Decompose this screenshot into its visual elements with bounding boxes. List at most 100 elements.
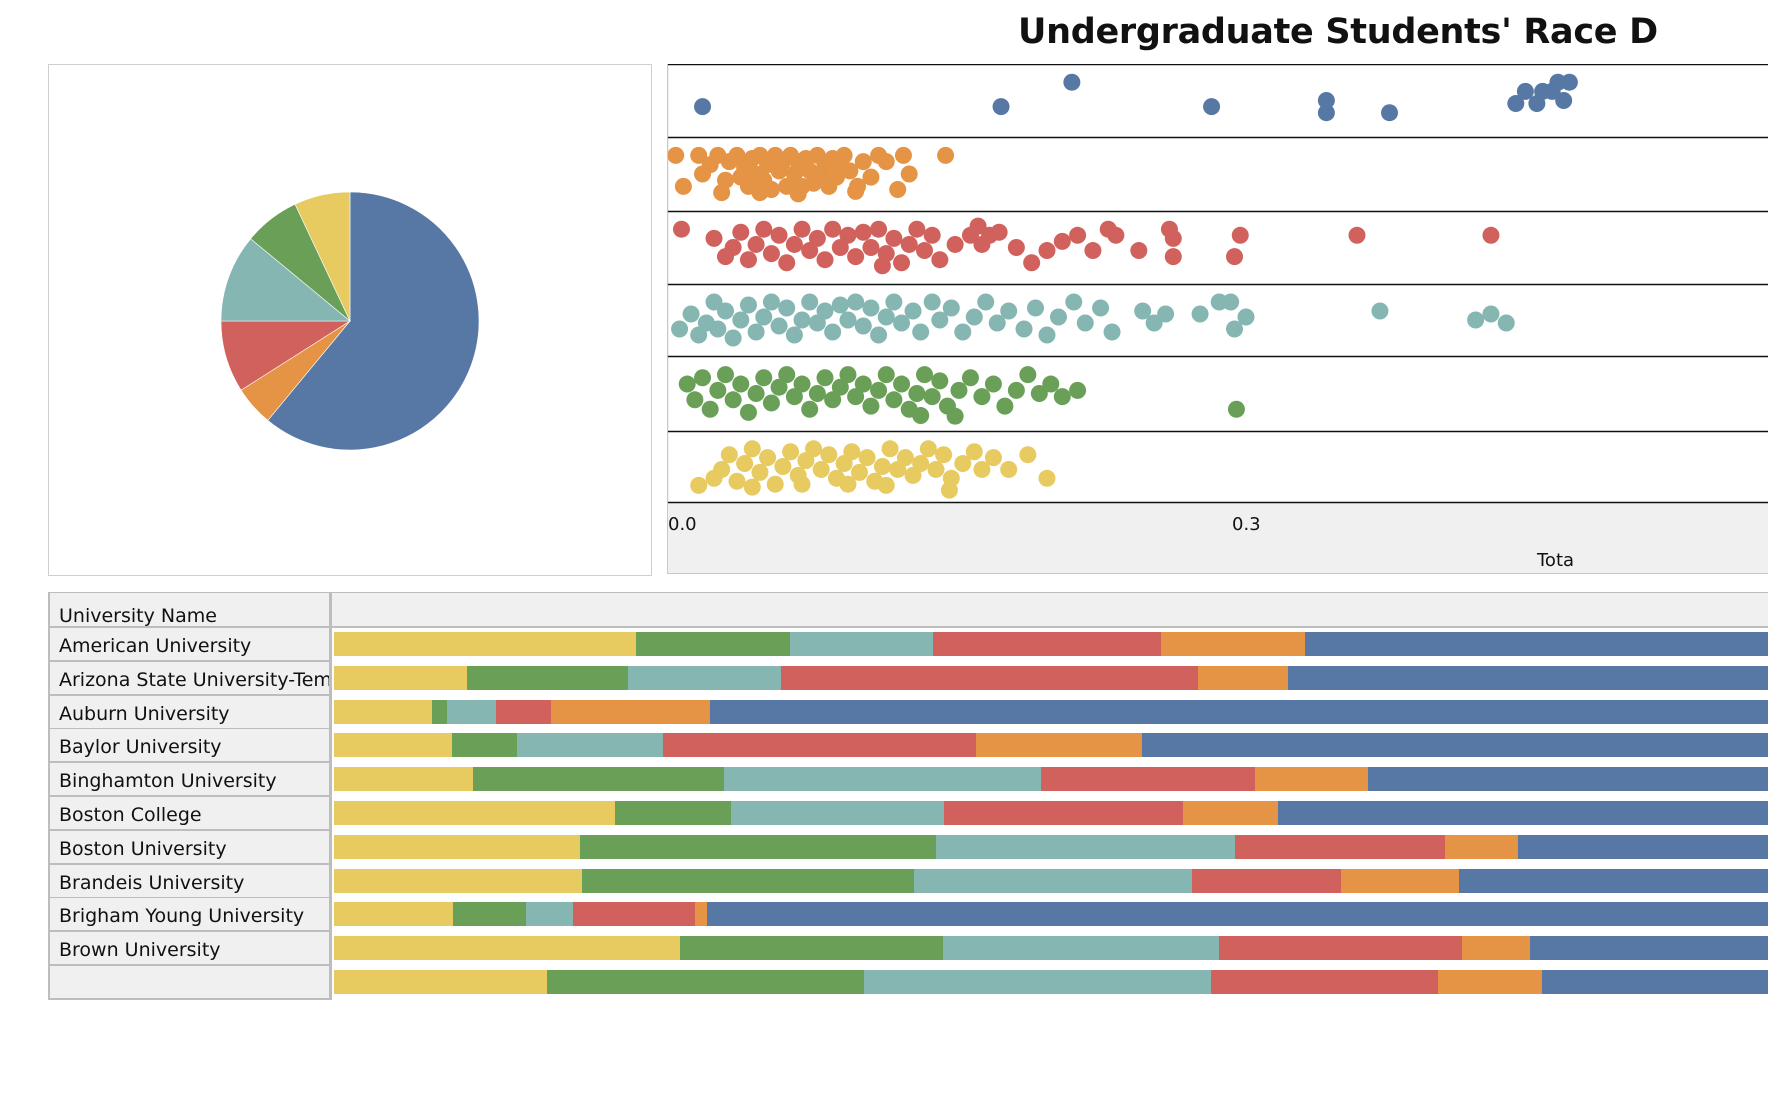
strip-point-orange[interactable] (841, 162, 859, 180)
bar-segment-red[interactable] (933, 632, 1162, 656)
strip-point-yellow[interactable] (820, 446, 838, 464)
strip-point-red[interactable] (839, 226, 857, 244)
strip-point-teal[interactable] (1049, 308, 1067, 326)
bar-segment-red[interactable] (1040, 767, 1256, 792)
stacked-bar[interactable] (334, 868, 1768, 893)
strip-point-teal[interactable] (705, 293, 723, 311)
bar-segment-red[interactable] (663, 733, 976, 758)
university-name-cell[interactable]: Auburn University (48, 695, 332, 730)
strip-point-red[interactable] (1069, 226, 1087, 244)
strip-point-green[interactable] (785, 388, 803, 406)
strip-point-teal[interactable] (1222, 293, 1240, 311)
strip-point-blue[interactable] (1203, 98, 1221, 116)
strip-point-blue[interactable] (1516, 82, 1534, 100)
table-row[interactable]: Boston University (48, 830, 1768, 865)
strip-point-green[interactable] (808, 385, 826, 402)
bar-segment-yellow[interactable] (334, 767, 473, 792)
strip-point-green[interactable] (762, 394, 780, 412)
strip-point-teal[interactable] (1065, 293, 1083, 311)
strip-point-red[interactable] (923, 226, 941, 244)
university-name-cell[interactable]: Arizona State University-Tempe (48, 661, 332, 696)
strip-point-yellow[interactable] (912, 455, 930, 473)
strip-point-teal[interactable] (762, 293, 780, 311)
strip-point-green[interactable] (912, 407, 930, 425)
strip-point-yellow[interactable] (919, 440, 937, 458)
strip-point-blue[interactable] (992, 98, 1010, 116)
strip-point-red[interactable] (1023, 254, 1041, 272)
strip-point-green[interactable] (793, 375, 811, 393)
strip-point-teal[interactable] (1000, 302, 1018, 320)
strip-point-yellow[interactable] (782, 443, 800, 461)
bar-segment-red[interactable] (1235, 834, 1446, 859)
strip-point-red[interactable] (724, 239, 742, 256)
strip-point-teal[interactable] (877, 308, 895, 326)
strip-point-yellow[interactable] (965, 443, 983, 461)
strip-point-teal[interactable] (793, 311, 811, 329)
strip-point-teal[interactable] (870, 326, 888, 344)
bar-segment-teal[interactable] (790, 632, 934, 656)
strip-point-yellow[interactable] (850, 463, 868, 481)
strip-point-orange[interactable] (894, 146, 912, 164)
bar-segment-blue[interactable] (706, 902, 1768, 927)
strip-point-green[interactable] (847, 388, 865, 406)
strip-point-teal[interactable] (724, 329, 742, 347)
table-row[interactable]: Brandeis University (48, 864, 1768, 899)
strip-point-orange[interactable] (789, 185, 807, 203)
strip-point-red[interactable] (705, 229, 723, 247)
strip-point-teal[interactable] (1226, 320, 1244, 338)
university-name-cell[interactable]: Binghamton University (48, 763, 332, 798)
strip-point-teal[interactable] (847, 293, 865, 311)
strip-point-green[interactable] (931, 372, 949, 390)
strip-point-green[interactable] (984, 375, 1002, 393)
bar-segment-orange[interactable] (1341, 868, 1459, 893)
bar-segment-green[interactable] (432, 699, 448, 724)
strip-point-orange[interactable] (751, 184, 769, 202)
strip-point-teal[interactable] (770, 317, 788, 335)
strip-point-orange[interactable] (668, 146, 685, 164)
strip-point-teal[interactable] (1134, 302, 1152, 320)
strip-point-green[interactable] (694, 369, 712, 387)
strip-point-red[interactable] (969, 217, 987, 235)
strip-point-yellow[interactable] (690, 476, 708, 494)
strip-point-teal[interactable] (912, 323, 930, 341)
strip-point-yellow[interactable] (705, 469, 723, 487)
strip-point-red[interactable] (900, 235, 918, 253)
strip-point-teal[interactable] (1076, 314, 1094, 332)
pie-slice-yellow[interactable] (294, 191, 351, 322)
strip-point-green[interactable] (973, 388, 991, 406)
strip-point-teal[interactable] (931, 311, 949, 329)
strip-point-yellow[interactable] (720, 446, 738, 464)
strip-point-red[interactable] (885, 229, 903, 247)
strip-point-red[interactable] (824, 220, 842, 238)
bar-segment-yellow[interactable] (334, 733, 452, 758)
bar-segment-green[interactable] (614, 801, 732, 825)
strip-point-red[interactable] (946, 235, 964, 253)
strip-point-yellow[interactable] (940, 481, 958, 499)
strip-point-green[interactable] (1042, 375, 1060, 393)
strip-point-teal[interactable] (1191, 305, 1209, 323)
strip-point-green[interactable] (950, 381, 968, 399)
strip-point-teal[interactable] (1482, 305, 1500, 323)
strip-point-yellow[interactable] (984, 449, 1002, 467)
bar-segment-orange[interactable] (1161, 632, 1305, 656)
stacked-bar[interactable] (334, 902, 1768, 927)
bar-segment-blue[interactable] (1277, 801, 1768, 825)
strip-point-teal[interactable] (801, 293, 819, 311)
pie-slice-teal[interactable] (220, 238, 351, 322)
strip-point-teal[interactable] (1237, 308, 1255, 326)
strip-point-green[interactable] (1007, 381, 1025, 399)
strip-point-blue[interactable] (1560, 73, 1578, 91)
strip-point-yellow[interactable] (736, 455, 754, 473)
table-row[interactable]: Auburn University (48, 695, 1768, 730)
strip-point-green[interactable] (996, 397, 1014, 415)
strip-point-yellow[interactable] (812, 460, 830, 478)
strip-point-yellow[interactable] (873, 458, 891, 475)
strip-point-green[interactable] (916, 366, 934, 384)
strip-point-green[interactable] (1053, 388, 1071, 406)
strip-point-green[interactable] (686, 391, 704, 409)
stacked-bar[interactable] (334, 801, 1768, 825)
strip-point-teal[interactable] (755, 308, 773, 326)
bar-segment-green[interactable] (679, 936, 943, 961)
strip-point-teal[interactable] (954, 323, 972, 341)
strip-point-green[interactable] (1030, 385, 1048, 402)
